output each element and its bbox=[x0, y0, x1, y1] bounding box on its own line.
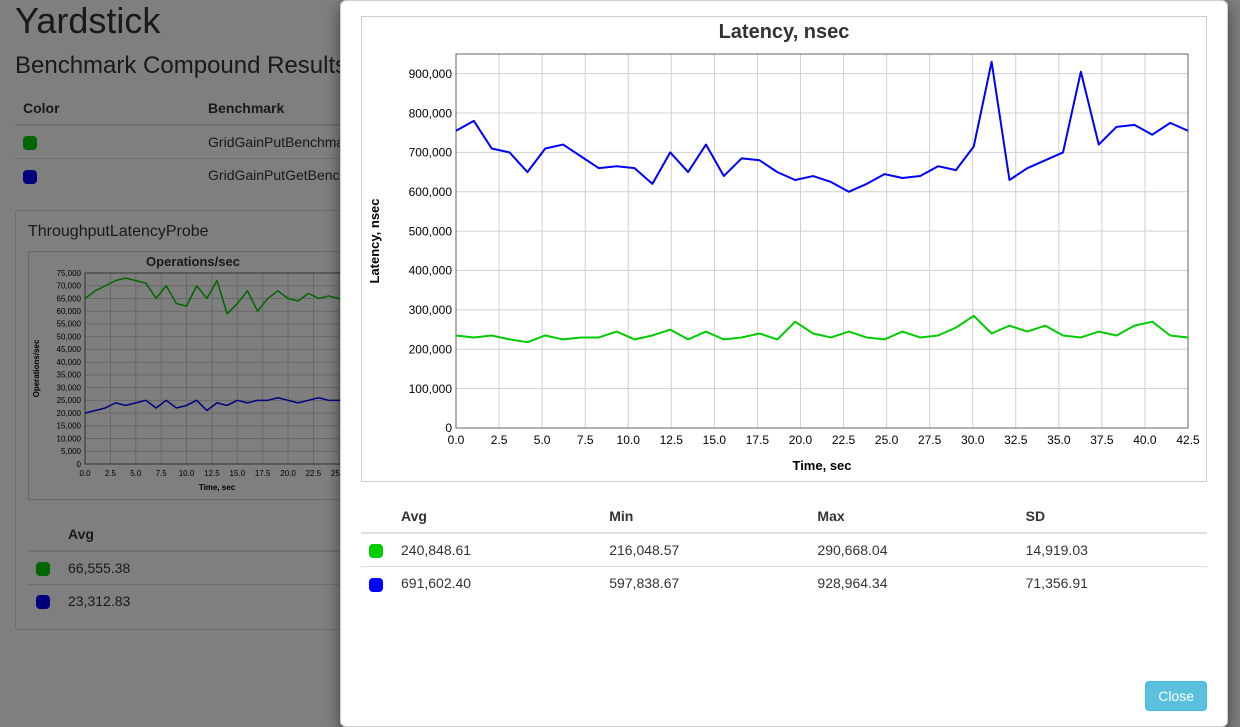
stat-min: 216,048.57 bbox=[601, 533, 809, 567]
color-swatch bbox=[369, 544, 383, 558]
svg-text:37.5: 37.5 bbox=[1090, 433, 1114, 447]
svg-text:27.5: 27.5 bbox=[918, 433, 942, 447]
col-max: Max bbox=[809, 500, 1017, 533]
svg-text:35.0: 35.0 bbox=[1047, 433, 1071, 447]
stat-sd: 14,919.03 bbox=[1018, 533, 1207, 567]
stat-sd: 71,356.91 bbox=[1018, 567, 1207, 600]
modal-chart-title: Latency, nsec bbox=[366, 21, 1202, 44]
stat-avg: 240,848.61 bbox=[393, 533, 601, 567]
svg-text:5.0: 5.0 bbox=[534, 433, 551, 447]
stat-max: 928,964.34 bbox=[809, 567, 1017, 600]
modal-stats-table: Avg Min Max SD 240,848.61 216,048.57 290… bbox=[361, 500, 1207, 600]
stat-max: 290,668.04 bbox=[809, 533, 1017, 567]
close-button[interactable]: Close bbox=[1145, 681, 1207, 711]
svg-text:10.0: 10.0 bbox=[617, 433, 641, 447]
svg-text:400,000: 400,000 bbox=[409, 264, 453, 278]
svg-text:200,000: 200,000 bbox=[409, 342, 453, 356]
svg-text:2.5: 2.5 bbox=[491, 433, 508, 447]
svg-text:15.0: 15.0 bbox=[703, 433, 727, 447]
svg-text:40.0: 40.0 bbox=[1133, 433, 1157, 447]
latency-modal: Latency, nsec 0100,000200,000300,000400,… bbox=[340, 0, 1228, 727]
svg-text:7.5: 7.5 bbox=[577, 433, 594, 447]
svg-text:800,000: 800,000 bbox=[409, 106, 453, 120]
modal-chart-svg: 0100,000200,000300,000400,000500,000600,… bbox=[366, 44, 1200, 474]
col-min: Min bbox=[601, 500, 809, 533]
svg-text:500,000: 500,000 bbox=[409, 224, 453, 238]
svg-text:32.5: 32.5 bbox=[1004, 433, 1028, 447]
svg-text:20.0: 20.0 bbox=[789, 433, 813, 447]
svg-text:25.0: 25.0 bbox=[875, 433, 899, 447]
svg-text:Time, sec: Time, sec bbox=[792, 458, 851, 473]
col-sd: SD bbox=[1018, 500, 1207, 533]
svg-text:900,000: 900,000 bbox=[409, 67, 453, 81]
svg-text:Latency, nsec: Latency, nsec bbox=[367, 198, 382, 283]
svg-text:30.0: 30.0 bbox=[961, 433, 985, 447]
svg-text:17.5: 17.5 bbox=[746, 433, 770, 447]
table-row: 691,602.40 597,838.67 928,964.34 71,356.… bbox=[361, 567, 1207, 600]
stat-avg: 691,602.40 bbox=[393, 567, 601, 600]
svg-text:700,000: 700,000 bbox=[409, 146, 453, 160]
color-swatch bbox=[369, 578, 383, 592]
table-row: 240,848.61 216,048.57 290,668.04 14,919.… bbox=[361, 533, 1207, 567]
modal-chart: Latency, nsec 0100,000200,000300,000400,… bbox=[361, 16, 1207, 482]
svg-text:600,000: 600,000 bbox=[409, 185, 453, 199]
svg-text:12.5: 12.5 bbox=[660, 433, 684, 447]
svg-text:0.0: 0.0 bbox=[448, 433, 465, 447]
stat-min: 597,838.67 bbox=[601, 567, 809, 600]
svg-text:100,000: 100,000 bbox=[409, 382, 453, 396]
svg-text:22.5: 22.5 bbox=[832, 433, 856, 447]
svg-text:300,000: 300,000 bbox=[409, 303, 453, 317]
svg-text:42.5: 42.5 bbox=[1176, 433, 1200, 447]
col-avg: Avg bbox=[393, 500, 601, 533]
